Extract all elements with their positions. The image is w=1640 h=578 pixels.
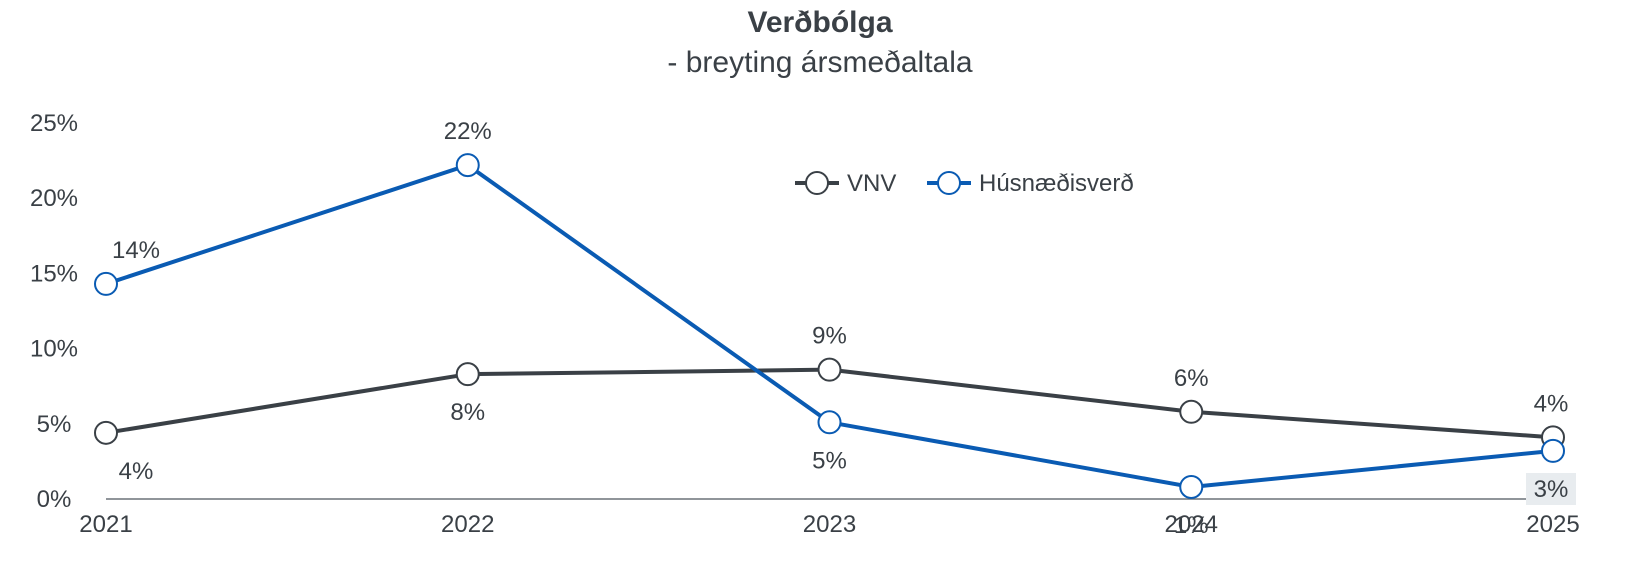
legend-marker xyxy=(937,171,961,195)
data-point xyxy=(1179,474,1204,499)
legend-label: VNV xyxy=(847,170,896,197)
data-label: 5% xyxy=(812,447,847,474)
data-point xyxy=(455,362,480,387)
data-label: 6% xyxy=(1174,365,1209,392)
y-tick-label: 20% xyxy=(30,185,78,212)
chart-title: Verðbólga xyxy=(747,6,893,39)
y-tick-label: 25% xyxy=(30,110,78,137)
legend-label: Húsnæðisverð xyxy=(979,170,1134,197)
data-point xyxy=(1541,438,1565,463)
data-point xyxy=(817,410,842,435)
x-tick-label: 2022 xyxy=(441,511,494,538)
y-tick-label: 5% xyxy=(37,411,72,438)
data-point xyxy=(1179,399,1204,424)
chart-subtitle: - breyting ársmeðaltala xyxy=(667,46,973,79)
x-tick-label: 2021 xyxy=(79,511,132,538)
data-point xyxy=(455,153,480,178)
data-label: 22% xyxy=(444,118,492,145)
data-label: 1% xyxy=(1174,512,1209,539)
y-tick-label: 15% xyxy=(30,260,78,287)
data-label: 9% xyxy=(812,323,847,350)
x-tick-label: 2025 xyxy=(1526,511,1579,538)
x-tick-label: 2024 xyxy=(1165,511,1218,538)
data-point xyxy=(817,357,842,382)
data-labels: 4% 8% 9% 6% 4% 14% 22% 5% 1% 3% xyxy=(112,118,1576,539)
data-point xyxy=(94,271,118,296)
data-label: 8% xyxy=(450,399,485,426)
x-tick-label: 2023 xyxy=(803,511,856,538)
y-tick-label: 0% xyxy=(37,486,72,513)
legend-marker xyxy=(805,171,829,195)
series-points xyxy=(94,153,1565,499)
axes: 0% 5% 10% 15% 20% 25% 2021 2022 2023 2024 2025 xyxy=(30,110,1580,538)
y-tick-label: 10% xyxy=(30,336,78,363)
legend: VNV Húsnæðisverð xyxy=(795,170,1134,197)
data-label: 14% xyxy=(112,237,160,264)
data-label: 3% xyxy=(1534,476,1569,503)
data-label-background xyxy=(1526,473,1576,505)
data-point xyxy=(94,420,118,445)
data-label: 4% xyxy=(1534,390,1569,417)
data-label: 4% xyxy=(119,458,154,485)
